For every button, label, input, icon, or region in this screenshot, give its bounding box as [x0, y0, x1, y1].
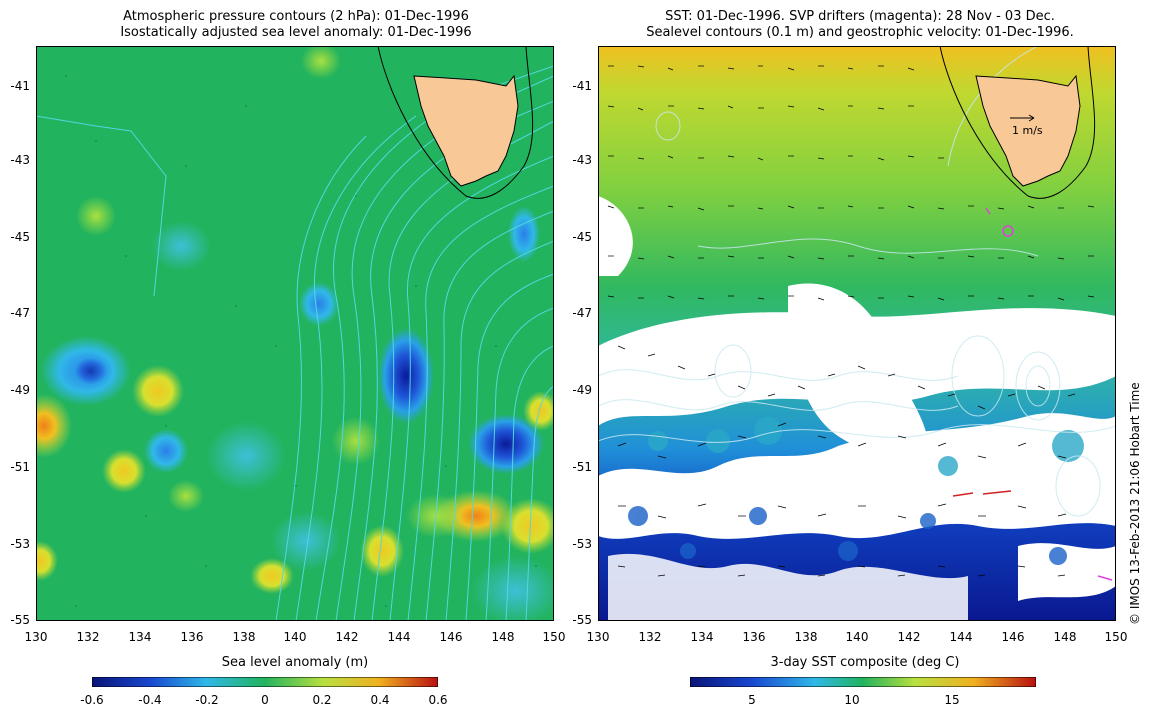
right-colorbar [690, 677, 1036, 687]
lon-tick: 150 [1104, 630, 1128, 644]
velocity-scale-label: 1 m/s [1012, 124, 1043, 137]
lat-tick: -53 [10, 537, 30, 551]
lon-tick: 130 [586, 630, 610, 644]
lat-tick: -47 [572, 306, 592, 320]
lat-tick: -51 [10, 460, 30, 474]
colorbar-tick: 5 [748, 693, 756, 707]
colorbar-tick: 10 [844, 693, 860, 707]
lat-tick: -41 [572, 79, 592, 93]
lat-tick: -53 [572, 537, 592, 551]
lon-tick: 146 [439, 630, 463, 644]
left-sea-level-map [36, 46, 554, 621]
lon-tick: 134 [128, 630, 152, 644]
credit-label: © IMOS 13-Feb-2013 21:06 Hobart Time [1128, 382, 1142, 625]
colorbar-tick: -0.4 [138, 693, 162, 707]
lon-tick: 138 [794, 630, 818, 644]
colorbar-tick: 15 [944, 693, 960, 707]
lon-tick: 140 [283, 630, 307, 644]
lon-tick: 136 [742, 630, 766, 644]
lat-tick: -51 [572, 460, 592, 474]
lat-tick: -43 [572, 153, 592, 167]
left-title-line2: Isostatically adjusted sea level anomaly… [120, 25, 472, 40]
colorbar-tick: -0.6 [80, 693, 104, 707]
right-title-line2: Sealevel contours (0.1 m) and geostrophi… [646, 25, 1074, 40]
lon-tick: 134 [690, 630, 714, 644]
lon-tick: 138 [232, 630, 256, 644]
lon-tick: 148 [491, 630, 515, 644]
lon-tick: 132 [76, 630, 100, 644]
lon-tick: 142 [897, 630, 921, 644]
lon-tick: 142 [335, 630, 359, 644]
lat-tick: -47 [10, 306, 30, 320]
right-title-line1: SST: 01-Dec-1996. SVP drifters (magenta)… [665, 9, 1055, 24]
lon-tick: 136 [180, 630, 204, 644]
left-colorbar [92, 677, 438, 687]
lat-tick: -45 [572, 230, 592, 244]
left-title-line1: Atmospheric pressure contours (2 hPa): 0… [123, 9, 469, 24]
lat-tick: -43 [10, 153, 30, 167]
left-colorbar-label: Sea level anomaly (m) [221, 655, 369, 670]
colorbar-tick: 0.4 [370, 693, 390, 707]
lon-tick: 132 [638, 630, 662, 644]
lat-tick: -55 [10, 613, 30, 627]
lon-tick: 144 [387, 630, 411, 644]
lon-tick: 130 [24, 630, 48, 644]
lat-tick: -49 [10, 383, 30, 397]
lon-tick: 148 [1053, 630, 1077, 644]
lon-tick: 150 [542, 630, 566, 644]
lat-tick: -41 [10, 79, 30, 93]
lon-tick: 140 [845, 630, 869, 644]
colorbar-tick: 0 [261, 693, 269, 707]
lat-tick: -45 [10, 230, 30, 244]
lat-tick: -49 [572, 383, 592, 397]
lon-tick: 146 [1001, 630, 1025, 644]
colorbar-tick: -0.2 [195, 693, 219, 707]
right-colorbar-label: 3-day SST composite (deg C) [770, 655, 960, 670]
colorbar-tick: 0.2 [312, 693, 332, 707]
lon-tick: 144 [949, 630, 973, 644]
right-sst-map [598, 46, 1116, 621]
lat-tick: -55 [572, 613, 592, 627]
colorbar-tick: 0.6 [428, 693, 448, 707]
